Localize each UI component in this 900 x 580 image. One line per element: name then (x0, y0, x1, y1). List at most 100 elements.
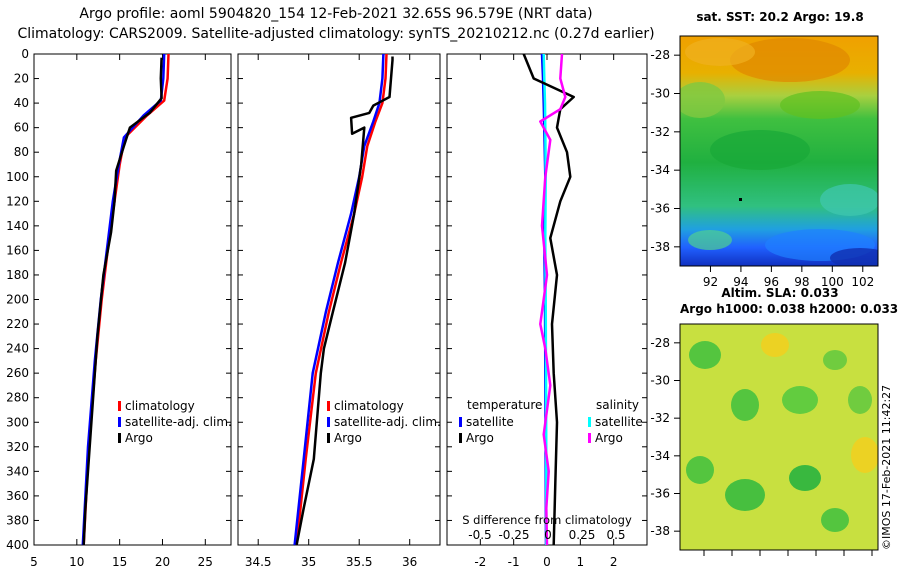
legend-label: climatology (334, 399, 404, 413)
legend-label: satellite (595, 415, 643, 429)
sla-y-tick-label: -34 (650, 449, 670, 463)
sla-map-title-line-2: Argo h1000: 0.038 h2000: 0.033 (680, 302, 899, 316)
plot-panel-temperature-profile: 5 10 15 20 25 climatology satellite-adj. clim.… (30, 53, 232, 569)
sla-map-title-line-1: Altim. SLA: 0.033 (721, 286, 839, 300)
legend-swatch (327, 417, 330, 427)
x-tick-label: 15 (112, 555, 127, 569)
legend-label: climatology (125, 399, 195, 413)
legend-swatch (588, 433, 591, 443)
x-tick-label: 35 (301, 555, 316, 569)
series-line-argo-temperature- (522, 53, 575, 546)
x-tick-label: 5 (30, 555, 38, 569)
argo-location-marker (739, 198, 742, 201)
x-tick-label: 34.5 (245, 555, 272, 569)
depth-tick-label: 360 (6, 489, 29, 503)
depth-tick-label: 380 (6, 513, 29, 527)
x-tick-label: 20 (155, 555, 170, 569)
sla-y-tick-label: -38 (650, 524, 670, 538)
sst-map-frame (679, 35, 879, 267)
sla-map-patterns (686, 333, 878, 532)
depth-tick-label: 260 (6, 366, 29, 380)
depth-tick-label: 300 (6, 415, 29, 429)
series-line-satellite-adj-clim- (293, 53, 385, 546)
legend-title-temperature: temperature (467, 398, 542, 412)
legend-label: Argo (595, 431, 623, 445)
sst-y-tick-label: -30 (650, 87, 670, 101)
sst-y-tick-label: -28 (650, 48, 670, 62)
legend-swatch (118, 417, 121, 427)
sst-x-tick-label: 96 (764, 275, 779, 289)
plot-panel-difference-from-climatology: -2 -1 0 1 2 temperature salinity satellite Argo s… (446, 53, 648, 569)
sla-y-tick-label: -32 (650, 411, 670, 425)
sla-y-tick-label: -28 (650, 336, 670, 350)
series-line-argo (82, 57, 163, 546)
legend-swatch (118, 433, 121, 443)
x-tick-label: 0 (543, 555, 551, 569)
legend-swatch (327, 401, 330, 411)
x-tick-label: 35.5 (346, 555, 373, 569)
salinity-diff-tick-label: 0.25 (569, 528, 596, 542)
series-line-argo (295, 56, 394, 546)
sst-x-tick-label: 102 (851, 275, 874, 289)
depth-tick-label: 400 (6, 538, 29, 552)
sst-y-tick-label: -36 (650, 202, 670, 216)
plot-panel-salinity-profile: 34.5 35 35.5 36 climatology satellite-adj. cl… (237, 53, 441, 569)
sla-map-frame (679, 323, 879, 551)
x-tick-label: -2 (474, 555, 486, 569)
depth-tick-label: 240 (6, 342, 29, 356)
legend-swatch (118, 401, 121, 411)
depth-tick-label: 0 (21, 47, 29, 61)
depth-tick-label: 280 (6, 391, 29, 405)
depth-tick-label: 140 (6, 219, 29, 233)
salinity-diff-tick-label: 0 (544, 528, 552, 542)
sla-map (679, 323, 879, 551)
depth-tick-label: 340 (6, 464, 29, 478)
depth-tick-label: 320 (6, 440, 29, 454)
depth-tick-label: 120 (6, 194, 29, 208)
x-tick-label: 25 (198, 555, 213, 569)
legend-title-salinity: salinity (596, 398, 639, 412)
series-line-argo-salinity- (539, 53, 567, 546)
depth-tick-label: 180 (6, 268, 29, 282)
sst-x-tick-label: 94 (733, 275, 748, 289)
depth-tick-label: 80 (14, 145, 29, 159)
depth-tick-label: 20 (14, 72, 29, 86)
sst-y-tick-label: -38 (650, 240, 670, 254)
depth-tick-label: 40 (14, 96, 29, 110)
legend-label: satellite-adj. clim. (334, 415, 441, 429)
depth-tick-label: 100 (6, 170, 29, 184)
legend-label: Argo (125, 431, 153, 445)
legend-swatch (588, 417, 591, 427)
legend-label: satellite (466, 415, 514, 429)
x-tick-label: 1 (577, 555, 585, 569)
x-tick-label: 2 (610, 555, 618, 569)
sst-y-tick-label: -34 (650, 163, 670, 177)
salinity-diff-tick-label: -0.25 (498, 528, 529, 542)
sla-y-tick-label: -30 (650, 374, 670, 388)
depth-tick-label: 200 (6, 293, 29, 307)
sst-map (679, 35, 879, 267)
sst-map-patterns (680, 38, 878, 266)
x-tick-label: 10 (69, 555, 84, 569)
sst-x-tick-label: 98 (794, 275, 809, 289)
x-tick-label: -1 (508, 555, 520, 569)
depth-tick-label: 220 (6, 317, 29, 331)
legend-label: satellite-adj. clim. (125, 415, 232, 429)
depth-tick-label: 60 (14, 121, 29, 135)
legend-label: Argo (334, 431, 362, 445)
title-line-1: Argo profile: aoml 5904820_154 12-Feb-20… (79, 6, 593, 22)
salinity-diff-tick-label: 0.5 (606, 528, 625, 542)
sst-y-tick-label: -32 (650, 125, 670, 139)
salinity-diff-annotation: S difference from climatology (462, 513, 632, 527)
sla-y-tick-label: -36 (650, 487, 670, 501)
salinity-diff-tick-label: -0.5 (468, 528, 491, 542)
title-line-2: Climatology: CARS2009. Satellite-adjuste… (17, 26, 655, 42)
legend-swatch (459, 433, 462, 443)
x-tick-label: 36 (402, 555, 417, 569)
series-line-climatology (295, 53, 388, 546)
plot-frame (33, 53, 232, 546)
legend-swatch (327, 433, 330, 443)
imos-credit: ©IMOS 17-Feb-2021 11:42:27 (880, 384, 893, 550)
sst-x-tick-label: 100 (821, 275, 844, 289)
sst-x-tick-label: 92 (703, 275, 718, 289)
